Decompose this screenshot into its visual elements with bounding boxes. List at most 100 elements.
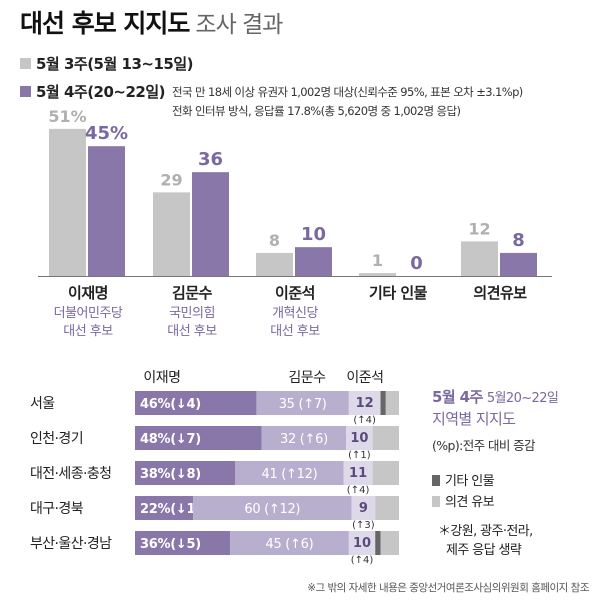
- segment-대전·세종·충청-0: [135, 461, 236, 485]
- segment-label-대전·세종·충청-0: 38%(↓8): [140, 467, 201, 482]
- category-label-이준석: 이준석: [275, 284, 315, 302]
- bar-label-기타 인물-series0: 1: [372, 251, 383, 270]
- category-sublabel-이재명-1: 대선 후보: [63, 324, 113, 339]
- segment-인천·경기-1: [261, 426, 347, 450]
- region-label-인천·경기: 인천·경기: [30, 431, 83, 447]
- bar-이준석-series0: [256, 252, 293, 276]
- legend-week3: 5월 3주(5월 13~15일): [20, 53, 193, 74]
- segment-대전·세종·충청-4: [372, 461, 399, 485]
- column-header-이재명: 이재명: [143, 370, 180, 386]
- segment-대구·경북-2: [351, 496, 376, 520]
- segment-change-인천·경기-2: (↑1): [348, 450, 371, 461]
- segment-label-부산·울산·경남-2: 10: [353, 536, 371, 551]
- category-label-김문수: 김문수: [172, 284, 213, 302]
- bar-label-이준석-series1: 10: [301, 224, 326, 245]
- legend-week4: 5월 4주(20~22일): [20, 81, 166, 102]
- category-sublabel-김문수-0: 국민의힘: [169, 306, 215, 321]
- bar-label-의견유보-series0: 12: [468, 219, 490, 238]
- title-main: 대선 후보 지지도: [20, 9, 190, 38]
- legend-week4-swatch: [20, 86, 31, 97]
- bar-label-이재명-series1: 45%: [85, 123, 128, 144]
- segment-label-대전·세종·충청-2: 11: [349, 466, 367, 481]
- region-label-대전·세종·충청: 대전·세종·충청: [30, 466, 111, 482]
- regional-unit-note: (%p):전주 대비 증감: [432, 438, 536, 453]
- segment-label-대구·경북-1: 60 (↑12): [244, 502, 300, 517]
- legend-week4-label: 5월 4주(20~22일): [36, 83, 166, 101]
- legend-undecided: 의견 유보: [432, 491, 495, 510]
- bar-김문수-series0: [153, 192, 190, 276]
- bar-label-의견유보-series1: 8: [512, 230, 525, 251]
- bar-의견유보-series1: [500, 252, 537, 276]
- regional-title-line2: 지역별 지지도: [432, 410, 516, 428]
- regional-title-date: 5월20~22일: [486, 391, 559, 406]
- segment-대구·경북-0: [135, 496, 194, 520]
- segment-인천·경기-2: [346, 426, 373, 450]
- legend-undecided-label: 의견 유보: [445, 495, 495, 510]
- segment-label-부산·울산·경남-0: 36%(↓5): [140, 537, 201, 552]
- category-sublabel-이재명-0: 더불어민주당: [54, 306, 123, 321]
- segment-change-서울-2: (↑4): [353, 415, 376, 426]
- segment-label-서울-2: 12: [356, 396, 374, 411]
- segment-부산·울산·경남-2: [348, 531, 376, 555]
- segment-대전·세종·충청-2: [343, 461, 373, 485]
- source-note: ※그 밖의 자세한 내용은 중앙선거여론조사심의위원회 홈페이지 참조: [307, 582, 589, 594]
- bar-이준석-series1: [295, 247, 332, 276]
- segment-서울-1: [256, 391, 349, 415]
- regional-footnote-2: 제주 응답 생략: [446, 543, 522, 558]
- legend-undecided-swatch: [432, 496, 440, 507]
- bar-김문수-series1: [192, 172, 229, 276]
- segment-change-대전·세종·충청-2: (↑4): [347, 485, 370, 496]
- segment-부산·울산·경남-4: [380, 531, 399, 555]
- bar-label-김문수-series0: 29: [160, 170, 182, 189]
- segment-서울-0: [135, 391, 257, 415]
- category-sublabel-이준석-1: 대선 후보: [270, 324, 320, 339]
- segment-label-인천·경기-2: 10: [350, 431, 368, 446]
- regional-title-week: 5월 4주: [432, 388, 483, 406]
- category-sublabel-김문수-1: 대선 후보: [167, 324, 217, 339]
- survey-note-line2: 전화 인터뷰 방식, 응답률 17.8%(총 5,620명 중 1,002명 응…: [172, 104, 461, 118]
- survey-note-line1: 전국 만 18세 이상 유권자 1,002명 대상(신뢰수준 95%, 표본 오…: [172, 85, 523, 99]
- title-sub: 조사 결과: [195, 12, 283, 38]
- segment-label-서울-0: 46%(↓4): [140, 397, 201, 412]
- category-label-이재명: 이재명: [68, 284, 108, 302]
- page-title: 대선 후보 지지도 조사 결과: [20, 4, 283, 40]
- segment-change-대구·경북-2: (↑3): [352, 520, 375, 531]
- legend-week3-label: 5월 3주(5월 13~15일): [36, 55, 193, 73]
- segment-label-대구·경북-2: 9: [359, 501, 368, 516]
- legend-week3-swatch: [20, 58, 31, 69]
- category-label-의견유보: 의견유보: [473, 284, 527, 302]
- segment-label-부산·울산·경남-1: 45 (↑6): [265, 537, 313, 552]
- segment-서울-3: [380, 391, 386, 415]
- segment-인천·경기-4: [372, 426, 399, 450]
- segment-label-인천·경기-0: 48%(↓7): [140, 432, 201, 447]
- regional-footnote-1: ＊강원, 광주·전라,: [438, 524, 533, 539]
- segment-부산·울산·경남-0: [135, 531, 231, 555]
- segment-대구·경북-1: [193, 496, 352, 520]
- segment-부산·울산·경남-1: [230, 531, 349, 555]
- segment-label-대전·세종·충청-1: 41 (↑12): [262, 467, 318, 482]
- region-label-부산·울산·경남: 부산·울산·경남: [30, 536, 112, 552]
- legend-other-label: 기타 인물: [445, 474, 495, 489]
- bar-label-이재명-series0: 51%: [48, 107, 86, 126]
- segment-부산·울산·경남-3: [375, 531, 381, 555]
- bar-의견유보-series0: [461, 241, 498, 276]
- segment-인천·경기-0: [135, 426, 262, 450]
- region-label-서울: 서울: [30, 396, 55, 412]
- segment-label-서울-1: 35 (↑7): [279, 397, 327, 412]
- bar-label-김문수-series1: 36: [198, 149, 223, 170]
- bar-label-이준석-series0: 8: [269, 231, 280, 250]
- regional-title-line1: 5월 4주 5월20~22일: [432, 386, 559, 407]
- bar-기타 인물-series0: [359, 273, 396, 276]
- category-sublabel-이준석-0: 개혁신당: [272, 306, 318, 321]
- legend-other-swatch: [432, 475, 440, 486]
- category-label-기타 인물: 기타 인물: [369, 284, 428, 302]
- column-header-김문수: 김문수: [288, 370, 326, 386]
- segment-change-부산·울산·경남-2: (↑4): [351, 555, 374, 566]
- bar-이재명-series1: [88, 146, 125, 276]
- column-header-이준석: 이준석: [346, 370, 383, 386]
- segment-서울-2: [348, 391, 381, 415]
- bar-이재명-series0: [49, 128, 86, 276]
- segment-label-대구·경북-0: 22%(↓12): [140, 502, 210, 517]
